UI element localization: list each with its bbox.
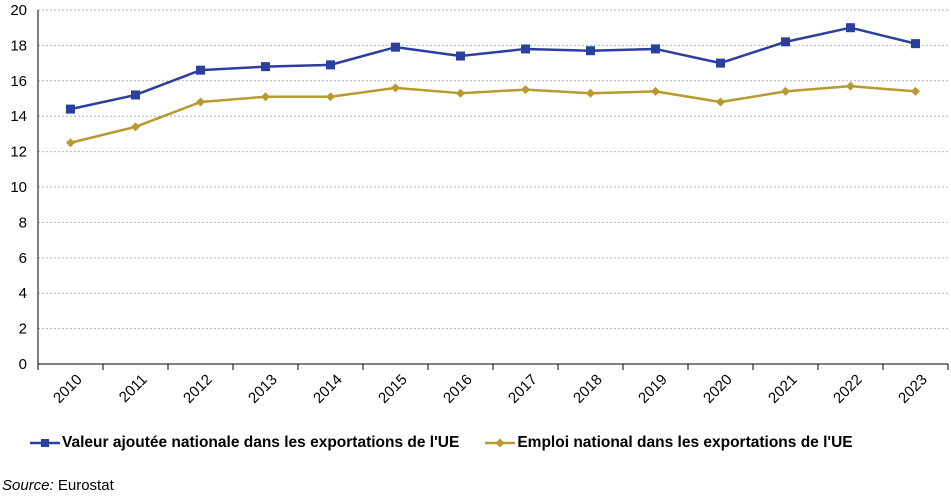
x-tick-label: 2011: [116, 371, 151, 406]
series-2: [66, 81, 920, 148]
x-axis-tick-labels: 2010 2011 2012 2013 2014 2015 2016 2017 2018 2019…: [50, 371, 931, 407]
source-label: Source:: [2, 477, 54, 494]
y-tick-label: 10: [10, 179, 27, 196]
y-tick-label: 8: [19, 214, 27, 231]
y-tick-label: 4: [19, 285, 27, 302]
axes: [37, 10, 949, 370]
series-2-line: [70, 84, 916, 144]
source-note: Source: Eurostat: [2, 477, 114, 494]
y-tick-label: 6: [19, 250, 27, 267]
series-1-point: [391, 42, 400, 52]
gridlines: [38, 9, 948, 330]
series-group: [66, 23, 920, 148]
series-1-point: [196, 65, 205, 75]
series-2-point: [651, 86, 660, 96]
y-tick-label: 14: [10, 108, 27, 125]
series-1-line: [70, 26, 916, 111]
x-tick-label: 2012: [180, 371, 216, 407]
series-2-point: [196, 97, 205, 107]
legend-label-employment: Emploi national dans les exportations de…: [517, 434, 853, 451]
series-2-point: [846, 81, 855, 91]
x-tick-label: 2019: [635, 371, 671, 407]
legend-swatch-value-added: [30, 439, 60, 447]
y-tick-label: 16: [10, 73, 27, 90]
y-axis-tick-labels: 0 2 4 6 8 10 12 14 16 18 20: [10, 2, 27, 373]
y-tick-label: 18: [10, 37, 27, 54]
series-2-point: [391, 83, 400, 93]
x-tick-label: 2017: [505, 371, 541, 407]
series-1-point: [521, 44, 530, 54]
legend-item-value-added: Valeur ajoutée nationale dans les export…: [30, 434, 459, 452]
y-tick-label: 20: [10, 2, 27, 19]
series-2-point: [326, 92, 335, 102]
x-tick-label: 2020: [700, 371, 736, 407]
legend-label-value-added: Valeur ajoutée nationale dans les export…: [62, 434, 460, 451]
x-tick-label: 2022: [830, 371, 866, 407]
series-1-point: [846, 23, 855, 33]
series-2-point: [911, 86, 920, 96]
legend-item-employment: Emploi national dans les exportations de…: [485, 434, 853, 452]
legend-swatch-employment: [485, 438, 516, 448]
x-tick-label: 2013: [245, 371, 281, 407]
series-2-point: [586, 88, 595, 98]
series-1-point: [456, 51, 465, 61]
x-tick-label: 2010: [50, 371, 86, 407]
series-1-point: [911, 39, 920, 49]
source-text: Eurostat: [57, 477, 114, 494]
series-1-point: [651, 44, 660, 54]
series-1-point: [131, 90, 140, 100]
series-2-point: [521, 85, 530, 95]
series-1-point: [326, 60, 335, 70]
x-tick-label: 2016: [440, 371, 476, 407]
series-2-point: [131, 122, 140, 132]
x-tick-label: 2018: [570, 371, 606, 407]
series-1-point: [586, 46, 595, 56]
y-tick-label: 2: [19, 321, 27, 338]
y-tick-label: 0: [19, 356, 27, 373]
x-tick-label: 2023: [895, 371, 931, 407]
y-tick-label: 12: [10, 144, 27, 161]
series-2-point: [66, 138, 75, 148]
series-1-point: [716, 58, 725, 68]
series-1-point: [261, 62, 270, 72]
series-1-point: [66, 104, 75, 114]
x-tick-label: 2014: [310, 371, 346, 407]
series-2-point: [716, 97, 725, 107]
x-tick-label: 2015: [375, 371, 411, 407]
series-2-point: [456, 88, 465, 98]
series-1-point: [781, 37, 790, 47]
series-2-point: [781, 86, 790, 96]
series-1: [66, 23, 920, 114]
legend: Valeur ajoutée nationale dans les export…: [30, 432, 879, 454]
x-tick-label: 2021: [765, 371, 801, 407]
series-2-point: [261, 92, 270, 102]
